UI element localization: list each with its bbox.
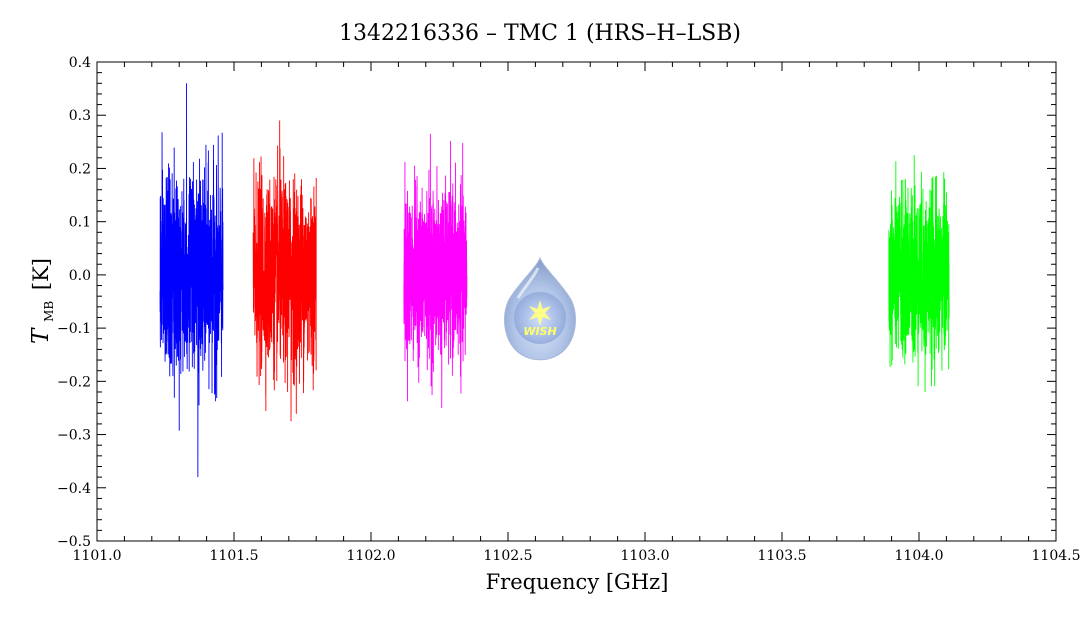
spectrum-line-4	[888, 155, 950, 392]
x-tick-label: 1103.0	[621, 548, 670, 564]
wish-logo: WISH	[504, 256, 576, 361]
spectrum-line-3	[403, 133, 468, 408]
svg-text:T MB [K]: T MB [K]	[28, 258, 58, 344]
y-tick-label: −0.1	[57, 321, 91, 337]
x-tick-label: 1102.5	[484, 548, 533, 564]
x-tick-label: 1101.0	[73, 548, 122, 564]
spectra-series	[159, 83, 950, 478]
y-tick-label: 0.1	[69, 215, 91, 231]
x-tick-label: 1104.0	[895, 548, 944, 564]
x-tick-label: 1101.5	[210, 548, 259, 564]
y-label-main: T	[28, 327, 54, 344]
x-axis-label: Frequency [GHz]	[486, 570, 669, 594]
y-tick-label: 0.4	[69, 55, 91, 71]
y-tick-label: −0.4	[57, 481, 91, 497]
y-axis-ticks: −0.5 −0.4 −0.3 −0.2 −0.1 0.0 0.1 0.2 0.3 0.4	[57, 55, 1056, 550]
y-tick-label: −0.2	[57, 374, 91, 390]
chart-title: 1342216336 – TMC 1 (HRS–H–LSB)	[339, 21, 741, 46]
y-label-unit: [K]	[29, 258, 53, 290]
y-tick-label: −0.3	[57, 428, 91, 444]
y-label-sub: MB	[42, 301, 56, 322]
spectrum-line-2	[252, 120, 317, 422]
y-tick-label: 0.3	[69, 108, 91, 124]
y-tick-label: −0.5	[57, 534, 91, 550]
star-icon	[529, 300, 551, 326]
logo-text: WISH	[523, 325, 556, 338]
y-tick-label: 0.0	[69, 268, 91, 284]
x-tick-label: 1103.5	[758, 548, 807, 564]
x-axis-ticks: 1101.0 1101.5 1102.0 1102.5 1103.0 1103.5 1104…	[73, 62, 1080, 564]
plot-frame	[96, 61, 1057, 542]
y-axis-label: T MB [K]	[28, 258, 58, 344]
spectrum-line-1	[159, 83, 224, 478]
y-tick-label: 0.2	[69, 161, 91, 177]
x-tick-label: 1104.5	[1032, 548, 1080, 564]
x-tick-label: 1102.0	[347, 548, 396, 564]
